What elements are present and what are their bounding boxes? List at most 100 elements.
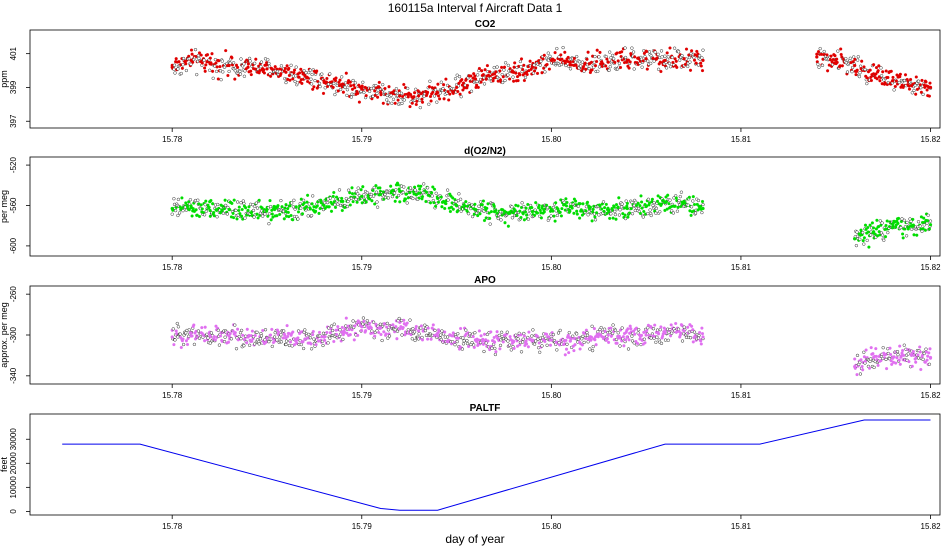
data-point — [583, 61, 587, 65]
data-point — [654, 340, 658, 344]
data-point — [622, 206, 627, 210]
data-point — [231, 61, 236, 65]
data-point — [307, 70, 311, 75]
data-point — [521, 67, 525, 72]
data-point — [652, 59, 656, 63]
data-point — [473, 338, 478, 342]
data-point — [615, 341, 619, 345]
data-point — [920, 78, 924, 82]
data-point — [440, 205, 444, 209]
data-point — [871, 72, 876, 76]
data-point — [432, 201, 436, 205]
data-point — [482, 332, 487, 336]
data-point — [655, 335, 659, 339]
data-point — [630, 46, 634, 50]
data-point — [418, 105, 422, 110]
data-point — [454, 85, 459, 90]
data-point — [214, 324, 218, 328]
data-point — [552, 214, 556, 218]
data-point — [306, 214, 310, 218]
data-point — [489, 76, 493, 80]
data-point — [587, 62, 591, 66]
data-point — [918, 345, 922, 349]
data-point — [575, 212, 579, 216]
data-point — [360, 328, 364, 333]
data-point — [309, 82, 314, 86]
data-point — [598, 204, 602, 208]
data-point — [537, 203, 541, 208]
data-point — [323, 86, 327, 90]
data-point — [300, 81, 304, 85]
data-point — [664, 66, 669, 70]
data-point — [894, 79, 898, 83]
data-point — [470, 214, 475, 219]
data-point — [332, 200, 336, 204]
data-point — [880, 233, 885, 237]
data-point — [921, 357, 925, 361]
data-point — [448, 92, 452, 96]
data-point — [559, 214, 563, 218]
data-point — [172, 343, 176, 347]
data-point — [485, 206, 489, 210]
data-point — [554, 201, 558, 205]
data-point — [521, 212, 525, 216]
data-point — [395, 337, 399, 341]
data-point — [282, 217, 286, 221]
data-point — [869, 357, 873, 361]
data-point — [625, 201, 629, 205]
data-point — [625, 58, 629, 63]
paltf-altitude-line — [62, 419, 931, 511]
data-point — [402, 82, 406, 87]
data-point — [699, 342, 703, 346]
data-point — [476, 214, 480, 218]
data-point — [288, 78, 292, 82]
data-point — [927, 227, 931, 231]
data-point — [308, 207, 312, 211]
data-point — [914, 360, 918, 364]
data-point — [587, 206, 591, 211]
data-point — [659, 202, 664, 206]
data-point — [432, 94, 437, 98]
data-point — [522, 63, 526, 67]
data-point — [273, 65, 277, 69]
data-point — [614, 203, 619, 207]
data-point — [663, 58, 667, 63]
data-point — [881, 70, 885, 74]
apo-y-axis-label: approx. per meg — [0, 302, 9, 368]
data-point — [865, 81, 869, 86]
data-point — [636, 201, 640, 205]
data-point — [267, 340, 271, 344]
data-point — [501, 80, 505, 85]
data-point — [373, 89, 377, 93]
data-point — [289, 213, 293, 218]
data-point — [371, 194, 376, 198]
data-point — [568, 209, 572, 213]
data-point — [472, 345, 476, 349]
data-point — [697, 54, 702, 58]
data-point — [295, 81, 300, 85]
data-point — [464, 328, 468, 332]
data-point — [918, 350, 922, 354]
data-point — [617, 334, 621, 338]
data-point — [651, 327, 656, 331]
data-point — [284, 209, 288, 214]
data-point — [643, 341, 647, 345]
altitude-line — [62, 419, 931, 511]
data-point — [591, 344, 595, 349]
data-point — [260, 206, 264, 210]
data-point — [571, 334, 575, 338]
data-point — [408, 186, 413, 190]
data-point — [926, 219, 930, 223]
data-point — [538, 350, 542, 354]
data-point — [291, 330, 295, 334]
data-point — [492, 340, 497, 344]
data-point — [489, 210, 493, 214]
data-point — [919, 90, 923, 94]
data-point — [390, 101, 394, 105]
data-point — [875, 77, 879, 81]
data-point — [862, 242, 866, 246]
data-point — [413, 185, 417, 189]
data-point — [910, 91, 914, 95]
data-point — [396, 193, 401, 198]
data-point — [629, 327, 633, 331]
